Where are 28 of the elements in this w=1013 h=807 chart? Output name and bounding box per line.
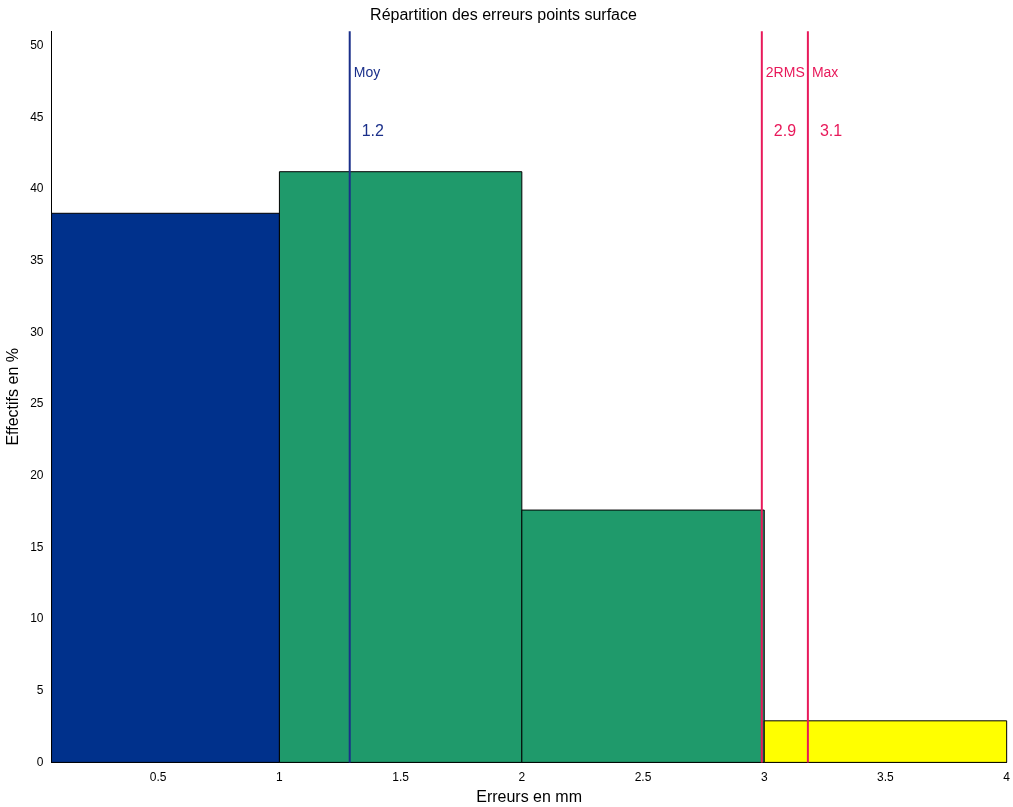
x-axis-title: Erreurs en mm (476, 787, 582, 805)
ref-line-label: 2RMS (765, 64, 805, 81)
x-tick-label: 2 (518, 769, 526, 784)
ref-line-label: Moy (353, 64, 381, 81)
ref-line-label: Max (811, 64, 839, 81)
chart-title: Répartition des erreurs points surface (370, 6, 637, 24)
y-tick-label: 20 (30, 467, 44, 482)
y-tick-label: 50 (30, 37, 44, 52)
annotation: 1.2 (361, 121, 385, 139)
y-tick-label: 5 (36, 683, 44, 698)
annotation: 3.1 (819, 121, 843, 139)
y-tick-label: 45 (30, 109, 44, 124)
y-tick-label: 25 (30, 396, 44, 411)
x-tick-label: 1.5 (392, 769, 410, 784)
y-tick-label: 35 (30, 252, 44, 267)
y-tick-label: 30 (30, 324, 44, 339)
x-tick-label: 3 (760, 769, 768, 784)
annotation: 2.9 (773, 121, 797, 139)
y-tick-label: 40 (30, 181, 44, 196)
y-tick-label: 15 (30, 539, 44, 554)
x-tick-label: 2.5 (634, 769, 652, 784)
x-tick-label: 3.5 (877, 769, 895, 784)
y-axis-title: Effectifs en % (4, 348, 22, 446)
y-tick-label: 0 (36, 754, 44, 769)
y-tick-label: 10 (30, 611, 44, 626)
x-tick-label: 1 (276, 769, 284, 784)
x-tick-label: 0.5 (149, 769, 167, 784)
x-tick-label: 4 (1003, 769, 1011, 784)
